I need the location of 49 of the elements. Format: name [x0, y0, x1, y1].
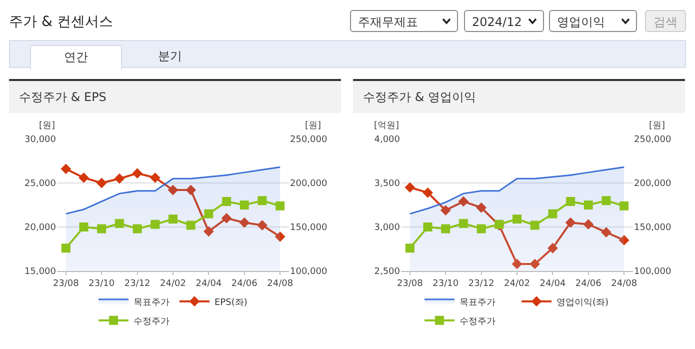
text: 연간 — [30, 45, 122, 70]
x-tick-label: 24/02 — [160, 278, 186, 289]
x-tick-label: 24/08 — [611, 278, 638, 289]
y2-tick-label: 150,000 — [290, 223, 328, 234]
y-axis-title: [억원] — [374, 121, 400, 131]
y-tick-label: 25,000 — [24, 179, 56, 190]
y-tick-label: 3,000 — [374, 223, 400, 234]
text: 영업이익 — [557, 15, 605, 29]
y-tick-label: 4,000 — [374, 135, 400, 146]
y-tick-label: 30,000 — [24, 135, 56, 146]
x-tick-label: 24/08 — [267, 278, 294, 289]
x-tick-label: 24/04 — [196, 278, 222, 289]
x-tick-label: 24/06 — [575, 278, 602, 289]
legend-label: 수정주가 — [460, 316, 496, 327]
text: 주가 & 컨센서스 — [9, 13, 113, 31]
y2-tick-label: 150,000 — [634, 223, 672, 234]
y-tick-label: 3,500 — [374, 179, 400, 190]
legend-label: EPS(좌) — [214, 298, 248, 308]
y2-tick-label: 100,000 — [290, 267, 328, 278]
legend-label: 영업이익(좌) — [556, 298, 609, 308]
text: 분기 — [157, 48, 183, 65]
x-tick-label: 24/02 — [504, 278, 530, 289]
x-tick-label: 24/04 — [540, 278, 566, 289]
legend-label: 수정주가 — [134, 316, 170, 327]
legend-label: 목표주가 — [460, 298, 496, 308]
x-tick-label: 23/08 — [396, 278, 424, 289]
y2-tick-label: 200,000 — [634, 179, 672, 190]
chart-title: 수정주가 & EPS — [9, 81, 341, 113]
y2-tick-label: 250,000 — [634, 135, 672, 146]
x-tick-label: 23/12 — [124, 278, 150, 289]
y2-axis-title: [원] — [305, 121, 322, 131]
legend-label: 목표주가 — [134, 298, 170, 308]
y-tick-label: 15,000 — [24, 267, 56, 278]
y2-tick-label: 100,000 — [634, 267, 672, 278]
x-tick-label: 23/10 — [432, 278, 459, 289]
text: 주재무제표 — [358, 15, 418, 29]
y-tick-label: 2,500 — [374, 267, 400, 278]
y2-axis-title: [원] — [649, 121, 666, 131]
y-axis-title: [원] — [39, 121, 56, 131]
text: 2024/12 — [472, 15, 522, 29]
x-tick-label: 24/06 — [231, 278, 258, 289]
x-tick-label: 23/08 — [52, 278, 80, 289]
y-tick-label: 20,000 — [24, 223, 56, 234]
chart-title: 수정주가 & 영업이익 — [353, 81, 685, 113]
y2-tick-label: 250,000 — [290, 135, 328, 146]
text: 검색 — [645, 10, 686, 32]
x-tick-label: 23/10 — [88, 278, 115, 289]
y2-tick-label: 200,000 — [290, 179, 328, 190]
x-tick-label: 23/12 — [468, 278, 494, 289]
